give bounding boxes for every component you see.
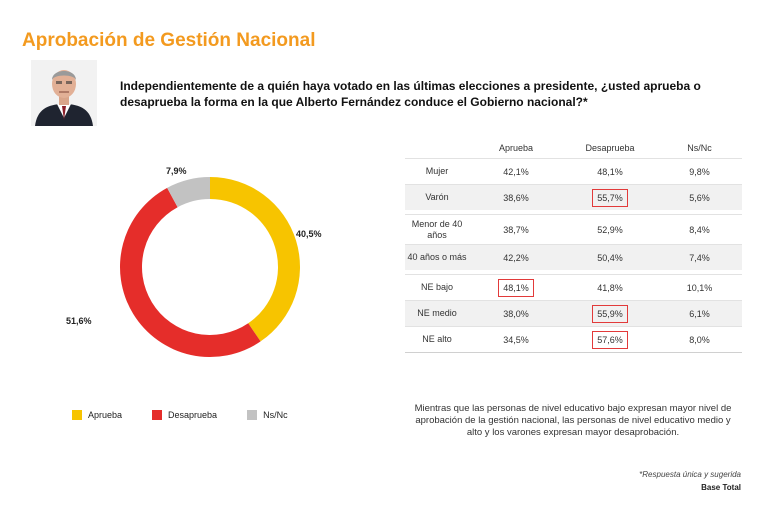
row-label: NE medio xyxy=(417,308,457,318)
cell-desaprueba: 50,4% xyxy=(597,252,623,263)
cell-aprueba: 38,7% xyxy=(503,224,529,235)
cell-aprueba: 42,2% xyxy=(503,252,529,263)
highlight-box: 55,9% xyxy=(592,304,628,323)
swatch-nsnc xyxy=(247,410,258,420)
donut-svg xyxy=(120,177,300,357)
base-label: Base Total xyxy=(701,483,741,492)
cell-aprueba: 48,1% xyxy=(469,278,563,297)
highlight-box: 55,7% xyxy=(592,188,628,207)
cell-nsnc: 8,4% xyxy=(689,224,710,235)
cell-nsnc: 10,1% xyxy=(686,282,713,293)
cell-desaprueba: 48,1% xyxy=(597,166,623,177)
legend-label: Ns/Nc xyxy=(263,410,288,420)
row-label: 40 años o más xyxy=(407,252,467,262)
legend-item-aprueba: Aprueba xyxy=(72,410,122,420)
cell-desaprueba: 55,7% xyxy=(563,188,657,207)
portrait-icon xyxy=(31,60,97,126)
slice-nsnc xyxy=(167,177,210,208)
table-row: NE alto 34,5% 57,6% 8,0% xyxy=(405,326,742,352)
cell-nsnc: 9,8% xyxy=(689,166,710,177)
label-aprueba: 40,5% xyxy=(296,229,322,239)
table-body: Mujer 42,1% 48,1% 9,8% Varón 38,6% 55,7% 5,6% Me… xyxy=(405,158,742,353)
label-desaprueba: 51,6% xyxy=(66,316,92,326)
row-label: Mujer xyxy=(425,166,449,176)
cell-desaprueba: 57,6% xyxy=(563,330,657,349)
table-row: NE medio 38,0% 55,9% 6,1% xyxy=(405,300,742,326)
row-label: NE bajo xyxy=(420,282,454,292)
cell-desaprueba: 52,9% xyxy=(597,224,623,235)
legend-label: Desaprueba xyxy=(168,410,218,420)
slice-aprueba xyxy=(210,177,300,342)
page-title: Aprobación de Gestión Nacional xyxy=(22,30,316,51)
legend-item-nsnc: Ns/Nc xyxy=(247,410,288,420)
table-row: Menor de 40 años 38,7% 52,9% 8,4% xyxy=(405,214,742,244)
cell-desaprueba: 41,8% xyxy=(597,282,623,293)
header-cell: Ns/Nc xyxy=(687,143,712,153)
row-label: Menor de 40 años xyxy=(411,218,463,240)
cell-nsnc: 6,1% xyxy=(689,308,710,319)
cell-nsnc: 5,6% xyxy=(689,192,710,203)
survey-question: Independientemente de a quién haya votad… xyxy=(120,79,701,109)
cell-desaprueba: 55,9% xyxy=(563,304,657,323)
legend-item-desaprueba: Desaprueba xyxy=(152,410,217,420)
table-row: Mujer 42,1% 48,1% 9,8% xyxy=(405,158,742,184)
row-label: NE alto xyxy=(422,334,452,344)
table-row: Varón 38,6% 55,7% 5,6% xyxy=(405,184,742,210)
insight-note: Mientras que las personas de nivel educa… xyxy=(414,403,732,438)
header-cell: Desaprueba xyxy=(585,143,635,153)
table-row: 40 años o más 42,2% 50,4% 7,4% xyxy=(405,244,742,270)
cell-nsnc: 8,0% xyxy=(689,334,710,345)
cell-aprueba: 38,6% xyxy=(503,192,529,203)
footnote: *Respuesta única y sugerida xyxy=(639,470,741,479)
label-nsnc: 7,9% xyxy=(166,166,187,176)
table-header: Aprueba Desaprueba Ns/Nc xyxy=(405,138,742,158)
donut-chart: 40,5% 51,6% 7,9% xyxy=(60,160,360,380)
legend: Aprueba Desaprueba Ns/Nc xyxy=(72,410,288,420)
table-row: NE bajo 48,1% 41,8% 10,1% xyxy=(405,274,742,300)
legend-label: Aprueba xyxy=(88,410,123,420)
cell-aprueba: 42,1% xyxy=(503,166,529,177)
highlight-box: 48,1% xyxy=(498,278,534,297)
breakdown-table: Aprueba Desaprueba Ns/Nc Mujer 42,1% 48,1%… xyxy=(405,138,742,353)
row-label: Varón xyxy=(425,192,449,202)
table-bottom-rule xyxy=(405,352,742,353)
cell-aprueba: 34,5% xyxy=(503,334,529,345)
header-cell: Aprueba xyxy=(498,143,534,153)
swatch-aprueba xyxy=(72,410,82,420)
avatar xyxy=(31,60,97,126)
swatch-desaprueba xyxy=(152,410,163,420)
cell-aprueba: 38,0% xyxy=(503,308,529,319)
highlight-box: 57,6% xyxy=(592,330,628,349)
slice-desaprueba xyxy=(120,187,261,357)
cell-nsnc: 7,4% xyxy=(689,252,710,263)
